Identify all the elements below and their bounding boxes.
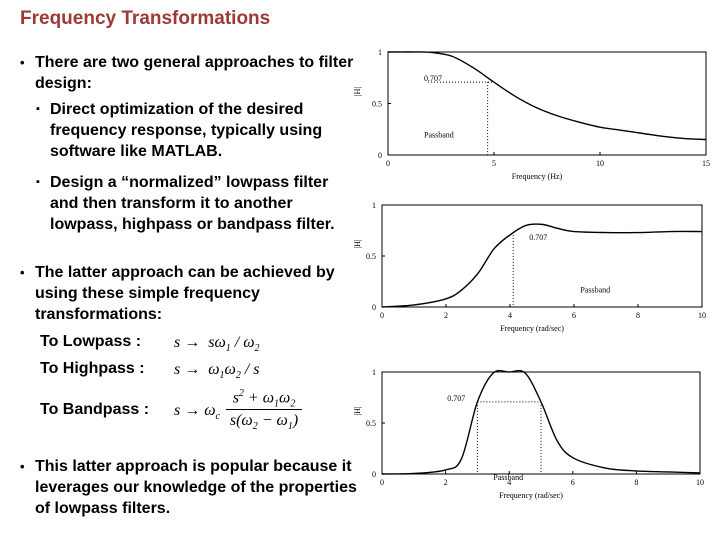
chart-frame: 0 2 4 6 8 10 0 0.5 1 Frequency (rad/sec) |H|: [353, 368, 704, 500]
bullet-text: The latter approach can be achieved by u…: [35, 264, 335, 323]
to-bandpass-label: To Bandpass :: [40, 401, 150, 418]
bullet-text: Direct optimization of the desired frequ…: [50, 101, 323, 160]
y-axis-label: |H|: [353, 87, 362, 96]
bullet-dot-icon: •: [20, 459, 25, 474]
annotation-label: 0.707: [529, 233, 547, 242]
bandpass-response-chart: 0 2 4 6 8 10 0 0.5 1 Frequency (rad/sec) |H| 0.707 P…: [353, 368, 704, 500]
highpass-like-response-chart: 0 2 4 6 8 10 0 0.5 1 Frequency (rad/sec) |H| 0.707 P…: [353, 201, 706, 333]
y-axis-label: |H|: [353, 240, 362, 249]
y-tick-label: 1: [378, 48, 382, 57]
x-tick-label: 15: [702, 159, 710, 168]
x-tick-label: 8: [634, 478, 638, 487]
square-bullet-icon: ▪: [36, 176, 40, 188]
response-curve: [381, 369, 701, 475]
formula-arrow: s →: [174, 334, 201, 351]
slide-title: Frequency Transformations: [20, 8, 271, 29]
y-tick-label: 0.5: [366, 252, 376, 261]
y-tick-label: 0: [378, 151, 382, 160]
x-tick-label: 0: [380, 311, 384, 320]
response-curve: [387, 51, 707, 141]
chart-frame: 0 5 10 15 0 0.5 1 Frequency (Hz) |H|: [353, 48, 710, 181]
x-tick-label: 4: [508, 311, 512, 320]
bullet-dot-icon: •: [20, 55, 25, 70]
passband-label: Passband: [493, 473, 523, 482]
y-tick-label: 0.5: [366, 419, 376, 428]
highpass-formula: s → ω1ω2 / s: [174, 361, 260, 382]
x-tick-label: 5: [492, 159, 496, 168]
x-tick-label: 6: [571, 478, 575, 487]
chart-frame: 0 2 4 6 8 10 0 0.5 1 Frequency (rad/sec) |H|: [353, 201, 706, 333]
y-tick-label: 1: [372, 368, 376, 377]
x-tick-label: 10: [596, 159, 604, 168]
plot-border: [387, 51, 707, 156]
x-axis-label: Frequency (rad/sec): [500, 324, 564, 333]
x-tick-label: 10: [698, 311, 706, 320]
x-tick-label: 0: [386, 159, 390, 168]
bullet-text: This latter approach is popular because …: [35, 458, 357, 517]
x-tick-label: 0: [380, 478, 384, 487]
bullet-dot-icon: •: [20, 265, 25, 280]
annotation-label: 0.707: [424, 74, 442, 83]
bullet-text: There are two general approaches to filt…: [35, 54, 354, 92]
response-curve: [381, 223, 703, 308]
bullet-text: Design a “normalized” lowpass filter and…: [50, 174, 335, 233]
formula-arrow: s →: [174, 361, 201, 378]
x-axis-label: Frequency (rad/sec): [499, 491, 563, 500]
lowpass-formula: s → sω1 / ω2: [174, 334, 260, 355]
passband-label: Passband: [424, 130, 454, 139]
y-tick-label: 0: [372, 303, 376, 312]
lowpass-response-chart: 0 5 10 15 0 0.5 1 Frequency (Hz) |H| 0.707 Passban…: [353, 48, 710, 181]
x-tick-label: 8: [636, 311, 640, 320]
x-tick-label: 2: [444, 311, 448, 320]
x-axis-label: Frequency (Hz): [512, 172, 563, 181]
x-tick-label: 4: [507, 478, 511, 487]
square-bullet-icon: ▪: [36, 103, 40, 115]
annotation-label: 0.707: [447, 394, 465, 403]
y-tick-label: 1: [372, 201, 376, 210]
x-tick-label: 10: [696, 478, 704, 487]
bullet-popular: • This latter approach is popular becaus…: [20, 456, 360, 519]
y-axis-label: |H|: [353, 407, 362, 416]
to-highpass-label: To Highpass :: [40, 360, 145, 377]
to-lowpass-label: To Lowpass :: [40, 333, 142, 350]
x-tick-label: 2: [444, 478, 448, 487]
y-tick-label: 0: [372, 470, 376, 479]
bullet-latter: • The latter approach can be achieved by…: [20, 262, 360, 325]
x-tick-label: 6: [572, 311, 576, 320]
y-tick-label: 0.5: [372, 100, 382, 109]
passband-label: Passband: [580, 286, 610, 295]
sub-bullet-direct: ▪ Direct optimization of the desired fre…: [36, 99, 336, 162]
bullet-approaches: • There are two general approaches to fi…: [20, 52, 360, 94]
formula-arrow: s →: [174, 402, 201, 419]
plot-border: [381, 204, 703, 308]
sub-bullet-normalized: ▪ Design a “normalized” lowpass filter a…: [36, 172, 336, 235]
